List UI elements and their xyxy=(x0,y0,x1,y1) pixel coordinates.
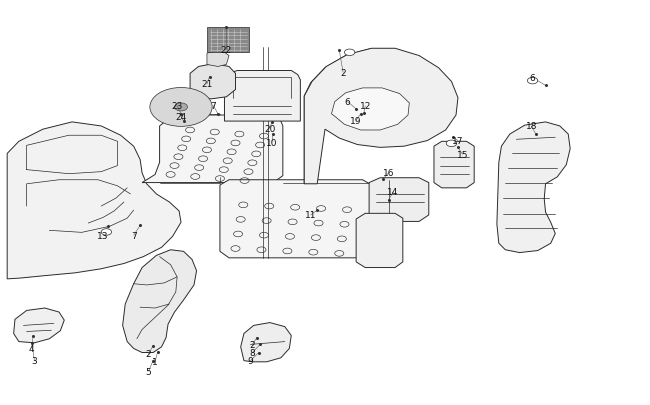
Text: 19: 19 xyxy=(350,117,362,126)
Text: 2: 2 xyxy=(250,340,255,349)
Text: 10: 10 xyxy=(266,138,278,147)
Text: 22: 22 xyxy=(221,45,232,54)
Polygon shape xyxy=(190,64,235,100)
Polygon shape xyxy=(369,178,429,222)
Polygon shape xyxy=(497,123,570,253)
Text: 21: 21 xyxy=(202,80,213,89)
Polygon shape xyxy=(434,142,474,188)
Text: 18: 18 xyxy=(525,122,537,131)
Polygon shape xyxy=(304,49,458,184)
Text: 4: 4 xyxy=(29,344,34,353)
Text: 9: 9 xyxy=(248,356,254,365)
Circle shape xyxy=(174,104,187,112)
Text: 3: 3 xyxy=(32,356,37,365)
Text: 7: 7 xyxy=(211,102,216,111)
Text: 5: 5 xyxy=(146,367,151,376)
Circle shape xyxy=(344,50,355,56)
Text: 15: 15 xyxy=(457,150,468,159)
Polygon shape xyxy=(224,71,300,122)
Circle shape xyxy=(150,88,212,127)
Text: 20: 20 xyxy=(264,125,276,134)
Polygon shape xyxy=(7,123,181,279)
Bar xyxy=(207,28,249,53)
Text: 12: 12 xyxy=(359,102,371,111)
Text: 2: 2 xyxy=(146,350,151,358)
Text: 24: 24 xyxy=(176,113,187,121)
Text: 11: 11 xyxy=(305,211,317,220)
Text: 7: 7 xyxy=(131,231,136,240)
Polygon shape xyxy=(207,52,229,67)
Polygon shape xyxy=(356,214,403,268)
Text: 13: 13 xyxy=(98,231,109,240)
Polygon shape xyxy=(123,250,196,353)
Text: 6: 6 xyxy=(345,98,350,107)
Polygon shape xyxy=(14,308,64,343)
Text: 17: 17 xyxy=(452,136,463,146)
Polygon shape xyxy=(142,116,283,183)
Text: 14: 14 xyxy=(387,188,399,197)
Text: 8: 8 xyxy=(250,348,255,357)
Polygon shape xyxy=(332,89,410,131)
Text: 2: 2 xyxy=(341,69,346,78)
Text: 16: 16 xyxy=(383,169,395,178)
Text: 1: 1 xyxy=(152,358,158,367)
Polygon shape xyxy=(240,323,291,362)
Text: 6: 6 xyxy=(530,74,536,83)
Polygon shape xyxy=(220,180,372,258)
Text: 23: 23 xyxy=(172,102,183,111)
Circle shape xyxy=(447,141,457,147)
Circle shape xyxy=(101,229,112,236)
Circle shape xyxy=(527,78,538,85)
